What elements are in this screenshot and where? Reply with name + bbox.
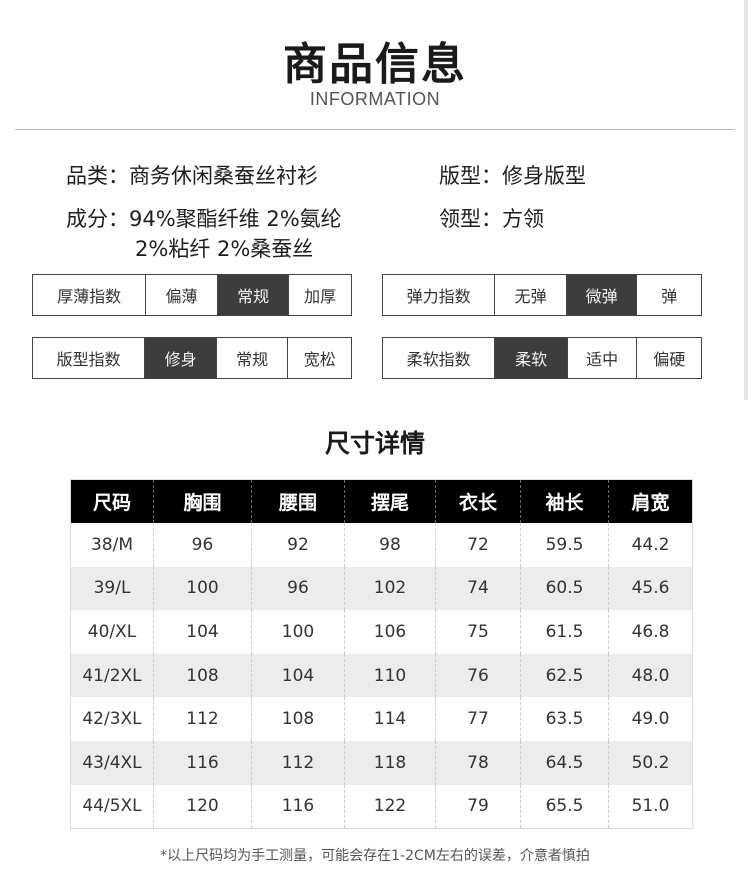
table-cell: 46.8 — [608, 610, 693, 654]
table-cell: 120 — [153, 784, 252, 829]
table-cell: 39/L — [70, 566, 154, 611]
table-cell: 45.6 — [608, 566, 693, 611]
table-row: 43/4XL 116 112 118 78 64.5 50.2 — [70, 740, 693, 785]
table-cell: 104 — [153, 610, 252, 654]
scale-fit: 版型指数 修身 常规 宽松 — [32, 337, 352, 379]
table-row: 40/XL 104 100 106 75 61.5 46.8 — [71, 610, 693, 654]
table-cell: 75 — [435, 610, 521, 654]
scale-option: 适中 — [566, 338, 637, 378]
scale-option: 无弹 — [494, 275, 566, 315]
attr-category: 品类：商务休闲桑蚕丝衬衫 — [66, 164, 318, 188]
table-cell: 104 — [251, 653, 345, 698]
table-cell: 77 — [435, 697, 521, 741]
size-section-title: 尺寸详情 — [324, 429, 425, 458]
table-cell: 60.5 — [520, 566, 609, 611]
table-cell: 108 — [251, 697, 345, 741]
edge-strip — [744, 0, 748, 400]
scale-softness: 柔软指数 柔软 适中 偏硬 — [382, 337, 702, 379]
table-cell: 108 — [153, 653, 252, 698]
scale-option: 偏硬 — [636, 338, 701, 378]
table-body: 38/M 96 92 98 72 59.5 44.2 39/L 100 96 102 74 60.5 45… — [70, 523, 693, 829]
table-cell: 62.5 — [520, 653, 609, 698]
table-cell: 51.0 — [608, 784, 693, 829]
scale-label: 柔软指数 — [406, 350, 471, 369]
scale-label: 版型指数 — [56, 350, 121, 369]
table-cell: 76 — [435, 653, 521, 698]
table-cell: 48.0 — [608, 653, 693, 698]
table-cell: 100 — [153, 566, 252, 611]
page-subtitle: INFORMATION — [309, 89, 441, 109]
attr-composition-cont: 2%粘纤 2%桑蚕丝 — [135, 237, 314, 261]
table-cell: 96 — [251, 566, 345, 611]
attr-composition: 成分：94%聚酯纤维 2%氨纶 — [66, 207, 342, 231]
scale-option: 微弹 — [565, 275, 637, 315]
table-cell: 44/5XL — [82, 796, 142, 817]
table-cell: 98 — [344, 523, 436, 567]
table-cell: 112 — [153, 697, 252, 741]
column-header: 衣长 — [435, 479, 521, 523]
table-cell: 40/XL — [87, 621, 137, 642]
attr-collar: 领型：方领 — [439, 207, 544, 231]
table-cell: 41/2XL — [70, 653, 154, 698]
table-row: 42/3XL 112 108 114 77 63.5 49.0 — [71, 697, 693, 741]
scale-elasticity: 弹力指数 无弹 微弹弹 — [382, 274, 702, 316]
table-cell: 116 — [153, 740, 252, 785]
scale-thickness: 厚薄指数 偏薄 常规 加厚 — [32, 274, 352, 316]
table-cell: 100 — [251, 610, 345, 654]
table-cell: 64.5 — [520, 740, 609, 785]
column-header: 袖长 — [520, 479, 609, 523]
table-cell: 42/3XL — [82, 709, 142, 730]
column-header: 腰围 — [251, 479, 345, 523]
size-table: 尺码 胸围 腰围 摆尾 衣长 袖长 肩宽 38/M 96 92 98 72 59.5 44.2 39/L 1… — [70, 479, 693, 830]
column-header: 尺码 — [70, 479, 154, 523]
table-cell: 74 — [435, 566, 521, 611]
page-title: 商品信息 — [283, 39, 467, 90]
table-cell: 106 — [344, 610, 436, 654]
scale-label: 弹力指数 — [406, 287, 471, 306]
table-cell: 102 — [344, 566, 436, 611]
scale-option: 常规 — [215, 338, 288, 378]
scale-option: 弹 — [636, 275, 701, 315]
scale-option: 偏薄 — [145, 275, 217, 315]
table-cell: 38/M — [90, 534, 134, 555]
table-row: 44/5XL 120 116 122 79 65.5 51.0 — [71, 784, 693, 829]
scale-option: 加厚 — [288, 275, 351, 315]
table-cell: 44.2 — [608, 523, 693, 567]
table-cell: 59.5 — [520, 523, 609, 567]
table-cell: 110 — [344, 653, 436, 698]
table-cell: 63.5 — [520, 697, 609, 741]
scale-option: 修身 — [144, 338, 216, 378]
table-cell: 72 — [435, 523, 521, 567]
table-cell: 114 — [344, 697, 436, 741]
scale-label: 厚薄指数 — [57, 287, 122, 306]
table-header: 尺码 胸围 腰围 摆尾 衣长 袖长 肩宽 — [70, 479, 693, 523]
table-row: 41/2XL 108 104 110 76 62.5 48.0 — [70, 653, 693, 698]
table-cell: 96 — [153, 523, 252, 567]
table-cell: 79 — [435, 784, 521, 829]
scale-option: 宽松 — [287, 338, 351, 378]
table-cell: 50.2 — [608, 740, 693, 785]
column-header: 摆尾 — [344, 479, 436, 523]
table-cell: 92 — [251, 523, 345, 567]
table-cell: 112 — [251, 740, 345, 785]
attr-fit: 版型：修身版型 — [439, 164, 586, 188]
column-header: 胸围 — [153, 479, 252, 523]
table-cell: 61.5 — [520, 610, 609, 654]
table-cell: 65.5 — [520, 784, 609, 829]
scale-option: 常规 — [216, 275, 289, 315]
table-cell: 116 — [251, 784, 345, 829]
table-row: 39/L 100 96 102 74 60.5 45.6 — [70, 566, 693, 611]
table-cell: 49.0 — [608, 697, 693, 741]
scale-option: 柔软 — [494, 338, 567, 378]
measurement-note: *以上尺码均为手工测量，可能会存在1-2CM左右的误差，介意者慎拍 — [160, 848, 590, 864]
column-header: 肩宽 — [608, 479, 693, 523]
divider — [15, 129, 735, 130]
table-cell: 122 — [344, 784, 436, 829]
table-row: 38/M 96 92 98 72 59.5 44.2 — [71, 523, 693, 567]
table-cell: 43/4XL — [70, 740, 154, 785]
table-cell: 78 — [435, 740, 521, 785]
table-cell: 118 — [344, 740, 436, 785]
